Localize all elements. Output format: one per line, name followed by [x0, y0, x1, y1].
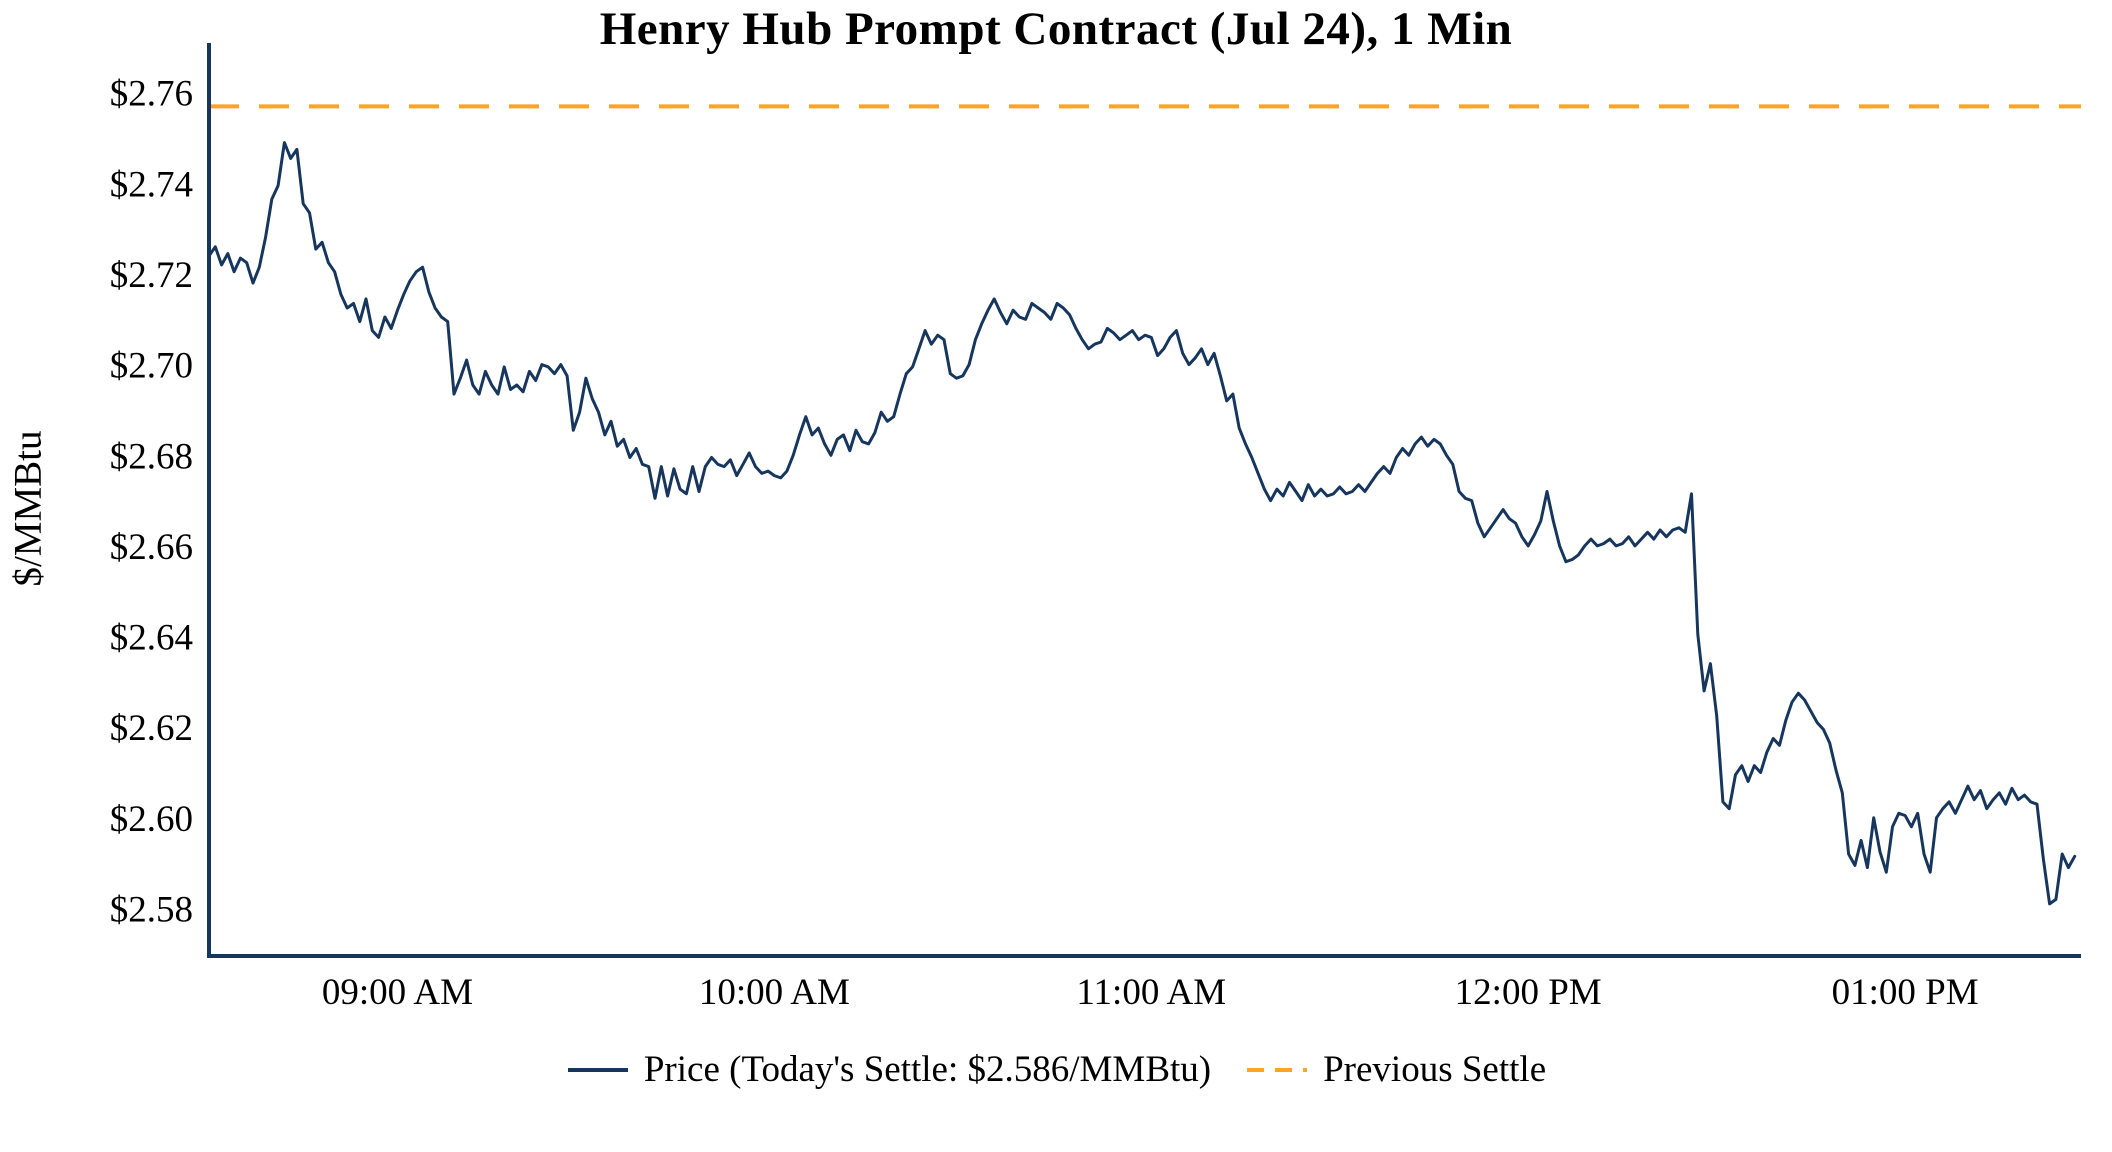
- legend-item-previous-settle: Previous Settle: [1245, 1048, 1546, 1091]
- chart-title: Henry Hub Prompt Contract (Jul 24), 1 Mi…: [599, 3, 1513, 55]
- y-tick-label: $2.58: [110, 889, 193, 930]
- y-tick-label: $2.64: [110, 618, 193, 659]
- x-tick-label: 11:00 AM: [1076, 972, 1226, 1013]
- y-tick-label: $2.74: [110, 164, 193, 205]
- x-tick-label: 12:00 PM: [1455, 972, 1602, 1013]
- y-tick-label: $2.76: [110, 74, 193, 115]
- legend: Price (Today's Settle: $2.586/MMBtu) Pre…: [0, 1048, 2112, 1091]
- legend-item-price-label: Price (Today's Settle: $2.586/MMBtu): [643, 1049, 1212, 1090]
- x-tick-label: 01:00 PM: [1832, 972, 1979, 1013]
- y-tick-label: $2.60: [110, 799, 193, 840]
- price-chart: $2.58 $2.60 $2.62 $2.64 $2.66 $2.68 $2.70 $2.72…: [110, 43, 2081, 1013]
- legend-item-previous-settle-label: Previous Settle: [1323, 1049, 1547, 1090]
- x-tick-label: 10:00 AM: [699, 972, 850, 1013]
- y-tick-label: $2.72: [110, 255, 193, 296]
- y-tick-label: $2.62: [110, 708, 193, 749]
- previous-settle-swatch: [1247, 1067, 1308, 1072]
- price-line: [207, 141, 2077, 906]
- y-tick-label: $2.68: [110, 436, 193, 477]
- y-tick-label: $2.66: [110, 527, 193, 568]
- legend-item-price: Price (Today's Settle: $2.586/MMBtu): [566, 1048, 1211, 1091]
- y-tick-label: $2.70: [110, 346, 193, 387]
- price-line-swatch: [567, 1067, 628, 1072]
- x-tick-label: 09:00 AM: [322, 972, 473, 1013]
